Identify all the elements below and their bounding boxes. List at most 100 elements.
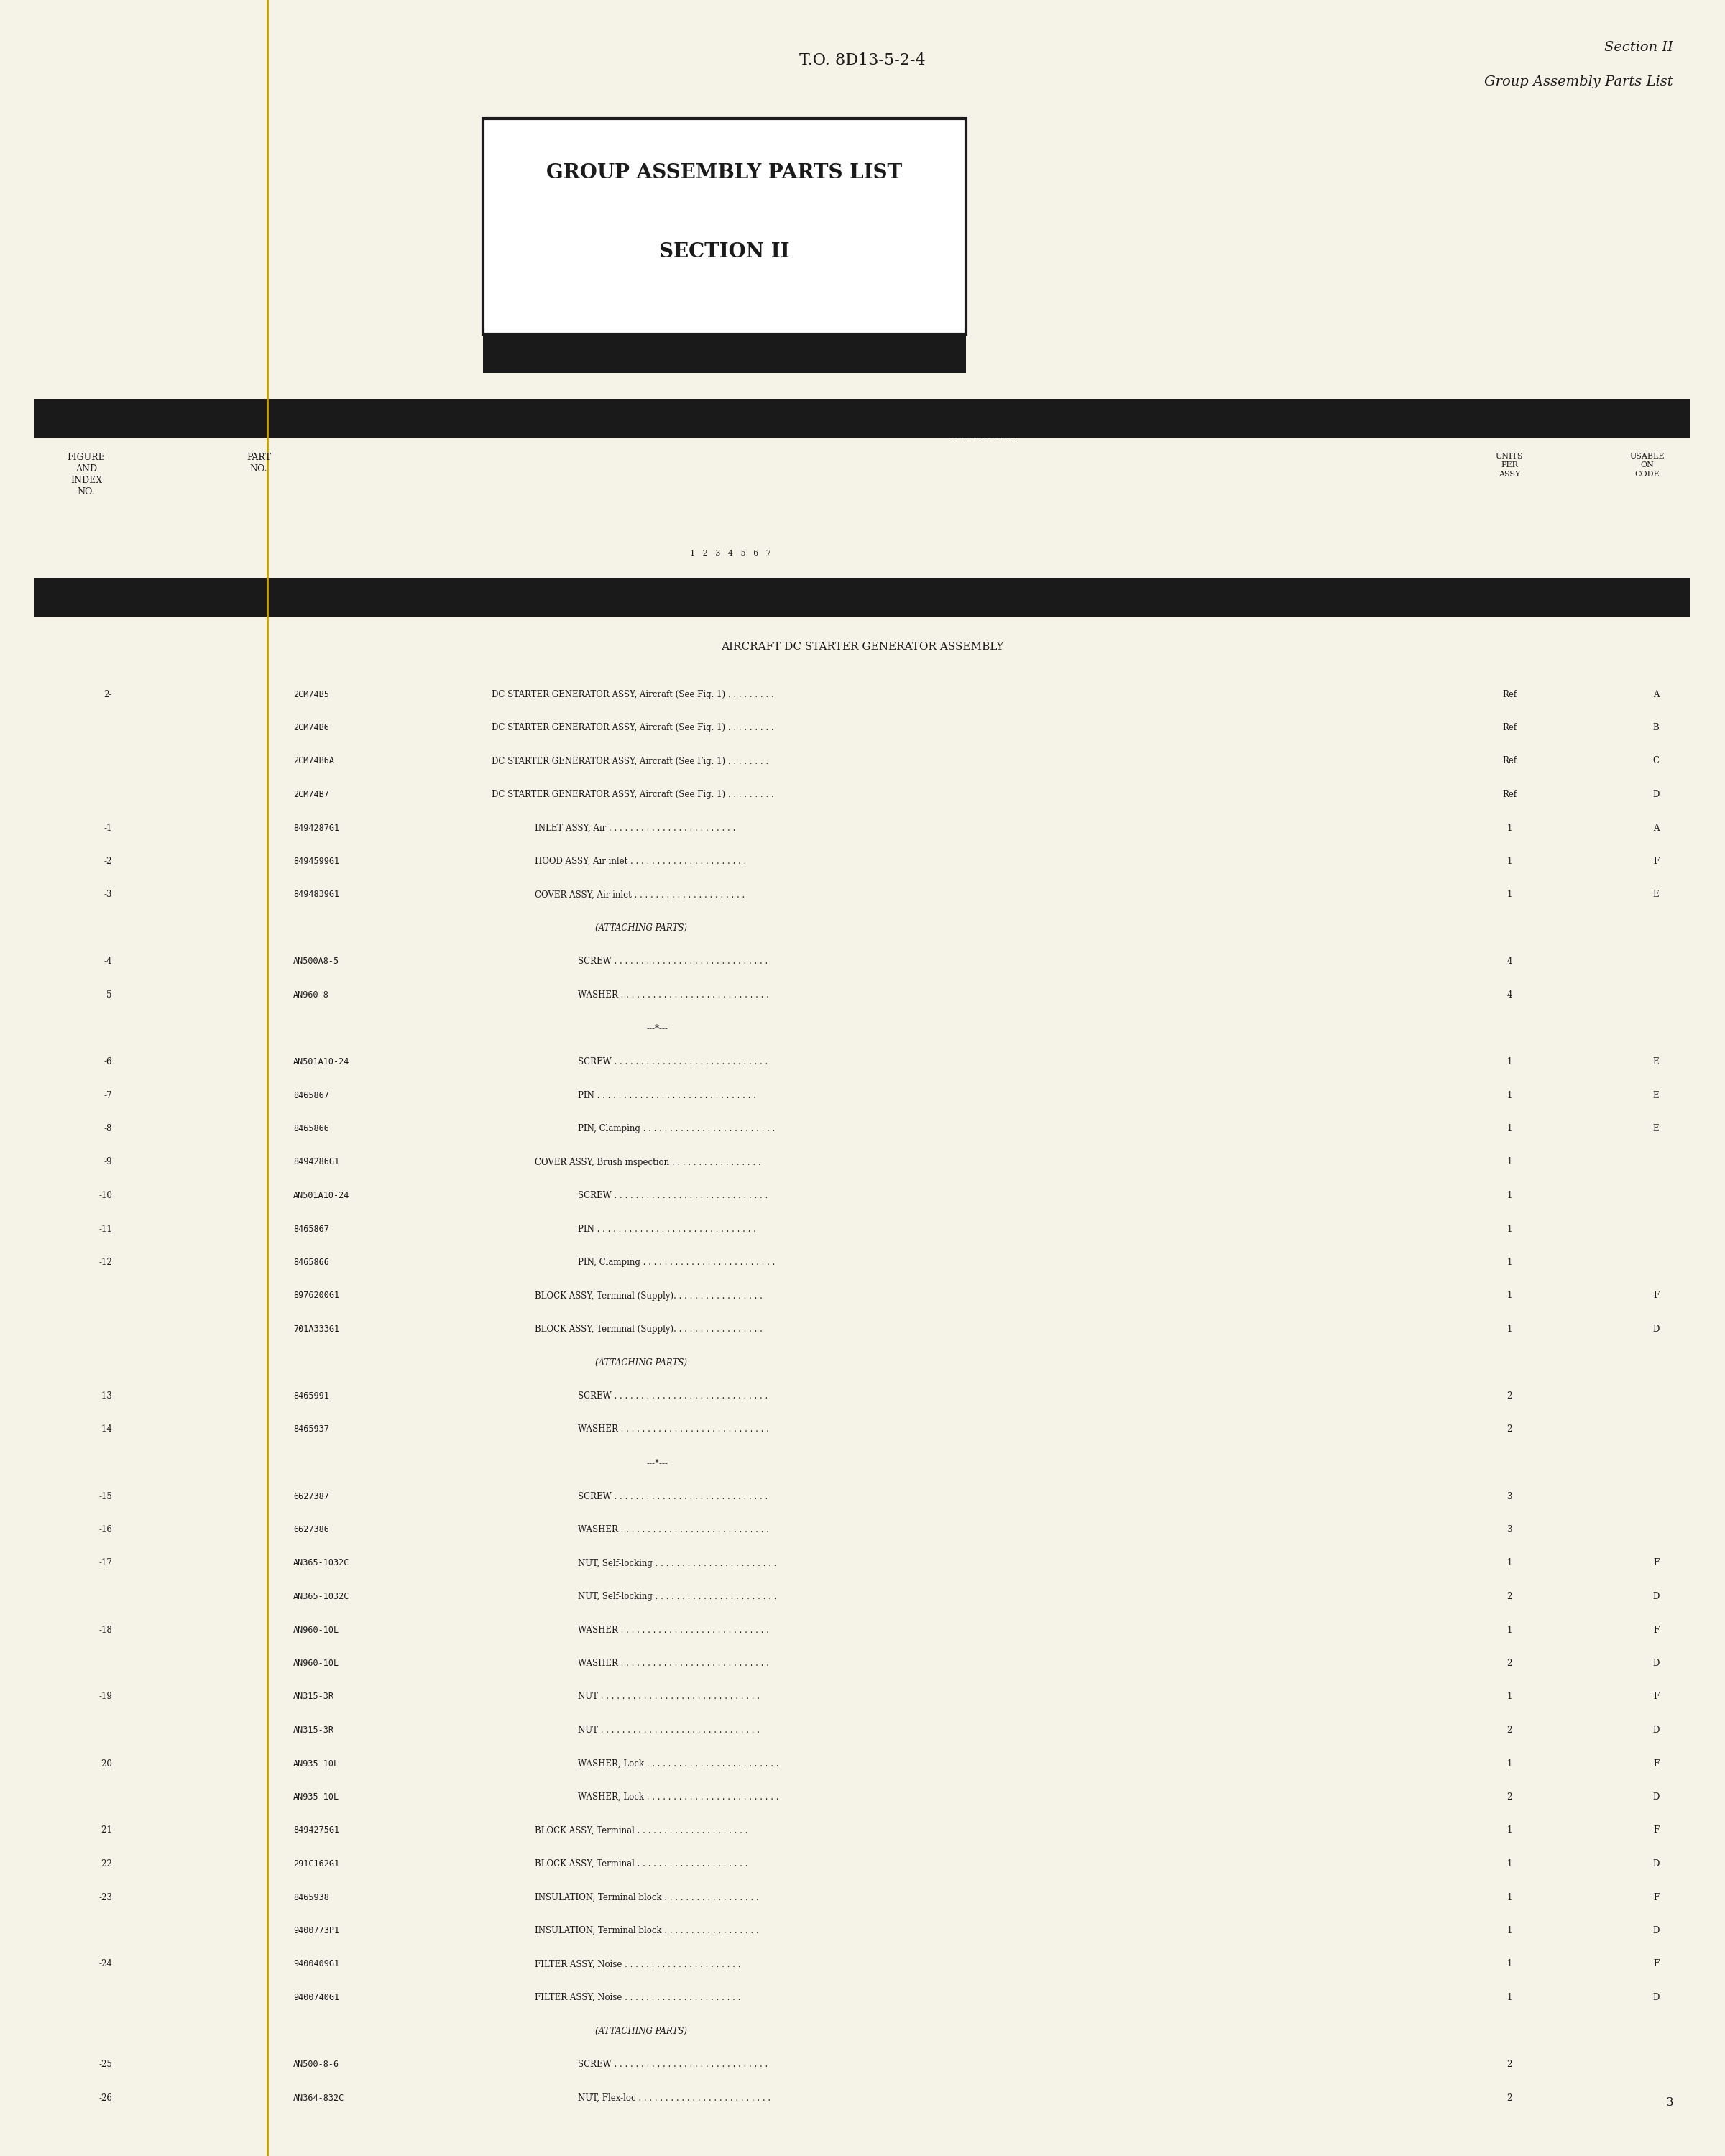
Bar [34,578,1690,617]
Text: SCREW . . . . . . . . . . . . . . . . . . . . . . . . . . . . .: SCREW . . . . . . . . . . . . . . . . . … [578,1391,768,1401]
Text: -1: -1 [104,824,112,832]
Text: D: D [1653,1792,1659,1802]
Text: NUT . . . . . . . . . . . . . . . . . . . . . . . . . . . . . .: NUT . . . . . . . . . . . . . . . . . . … [578,1725,759,1736]
Text: SECTION II: SECTION II [659,244,790,263]
Text: Ref: Ref [1502,690,1516,699]
Text: 8465867: 8465867 [293,1225,329,1233]
Text: FILTER ASSY, Noise . . . . . . . . . . . . . . . . . . . . . .: FILTER ASSY, Noise . . . . . . . . . . .… [535,1960,740,1968]
Text: AN315-3R: AN315-3R [293,1725,335,1736]
Text: 1: 1 [1506,1091,1513,1100]
Text: 1: 1 [1506,1893,1513,1902]
Text: AN365-1032C: AN365-1032C [293,1591,350,1602]
Text: 4: 4 [1506,957,1513,966]
Text: 701A333G1: 701A333G1 [293,1324,340,1335]
Text: WASHER . . . . . . . . . . . . . . . . . . . . . . . . . . . .: WASHER . . . . . . . . . . . . . . . . .… [578,1626,769,1634]
Text: 8494275G1: 8494275G1 [293,1826,340,1835]
Text: 1: 1 [1506,856,1513,867]
Text: 8494287G1: 8494287G1 [293,824,340,832]
Text: C: C [1653,757,1659,765]
Text: -21: -21 [98,1826,112,1835]
Text: -4: -4 [104,957,112,966]
Text: 3: 3 [1506,1524,1513,1535]
Text: AN935-10L: AN935-10L [293,1759,340,1768]
Text: -3: -3 [104,890,112,899]
Text: NUT, Self-locking . . . . . . . . . . . . . . . . . . . . . . .: NUT, Self-locking . . . . . . . . . . . … [578,1591,776,1602]
Text: -23: -23 [98,1893,112,1902]
Text: BLOCK ASSY, Terminal (Supply). . . . . . . . . . . . . . . . .: BLOCK ASSY, Terminal (Supply). . . . . .… [535,1324,762,1335]
Text: 291C162G1: 291C162G1 [293,1858,340,1869]
Text: -18: -18 [98,1626,112,1634]
Text: AN960-10L: AN960-10L [293,1658,340,1669]
Text: INLET ASSY, Air . . . . . . . . . . . . . . . . . . . . . . . .: INLET ASSY, Air . . . . . . . . . . . . … [535,824,735,832]
Text: 1: 1 [1506,1992,1513,2003]
Text: UNITS
PER
ASSY: UNITS PER ASSY [1496,453,1523,479]
Text: WASHER . . . . . . . . . . . . . . . . . . . . . . . . . . . .: WASHER . . . . . . . . . . . . . . . . .… [578,990,769,1000]
Text: 1: 1 [1506,1324,1513,1335]
Text: WASHER . . . . . . . . . . . . . . . . . . . . . . . . . . . .: WASHER . . . . . . . . . . . . . . . . .… [578,1425,769,1434]
Text: DC STARTER GENERATOR ASSY, Aircraft (See Fig. 1) . . . . . . . .: DC STARTER GENERATOR ASSY, Aircraft (See… [492,757,768,765]
Text: 6627386: 6627386 [293,1524,329,1535]
Text: 8976200G1: 8976200G1 [293,1291,340,1300]
Text: -10: -10 [98,1190,112,1201]
Text: (ATTACHING PARTS): (ATTACHING PARTS) [595,923,687,934]
Text: AN501A10-24: AN501A10-24 [293,1190,350,1201]
Text: SCREW . . . . . . . . . . . . . . . . . . . . . . . . . . . . .: SCREW . . . . . . . . . . . . . . . . . … [578,1492,768,1501]
Text: 8494839G1: 8494839G1 [293,890,340,899]
Text: AIRCRAFT DC STARTER GENERATOR ASSEMBLY: AIRCRAFT DC STARTER GENERATOR ASSEMBLY [721,642,1004,651]
Text: 2-: 2- [104,690,112,699]
Text: -6: -6 [104,1056,112,1067]
Text: NUT . . . . . . . . . . . . . . . . . . . . . . . . . . . . . .: NUT . . . . . . . . . . . . . . . . . . … [578,1692,759,1701]
Text: 1: 1 [1506,1626,1513,1634]
Text: 1: 1 [1506,1190,1513,1201]
Text: PIN, Clamping . . . . . . . . . . . . . . . . . . . . . . . . .: PIN, Clamping . . . . . . . . . . . . . … [578,1257,775,1268]
Text: 8465938: 8465938 [293,1893,329,1902]
Text: 8494286G1: 8494286G1 [293,1158,340,1166]
Text: WASHER, Lock . . . . . . . . . . . . . . . . . . . . . . . . .: WASHER, Lock . . . . . . . . . . . . . .… [578,1792,778,1802]
Text: 8465867: 8465867 [293,1091,329,1100]
Text: AN500-8-6: AN500-8-6 [293,2059,340,2070]
Text: WASHER . . . . . . . . . . . . . . . . . . . . . . . . . . . .: WASHER . . . . . . . . . . . . . . . . .… [578,1524,769,1535]
Text: -14: -14 [98,1425,112,1434]
Text: 1: 1 [1506,1858,1513,1869]
Bar [34,399,1690,438]
Text: -7: -7 [104,1091,112,1100]
Text: -8: -8 [104,1123,112,1134]
Text: 1: 1 [1506,890,1513,899]
Text: SCREW . . . . . . . . . . . . . . . . . . . . . . . . . . . . .: SCREW . . . . . . . . . . . . . . . . . … [578,1190,768,1201]
Text: F: F [1653,1960,1659,1968]
Text: 9400409G1: 9400409G1 [293,1960,340,1968]
Text: AN960-10L: AN960-10L [293,1626,340,1634]
Text: PIN, Clamping . . . . . . . . . . . . . . . . . . . . . . . . .: PIN, Clamping . . . . . . . . . . . . . … [578,1123,775,1134]
Text: Section II: Section II [1604,41,1673,54]
Text: 1: 1 [1506,1826,1513,1835]
Text: -20: -20 [98,1759,112,1768]
Text: -17: -17 [98,1559,112,1567]
Text: 1: 1 [1506,1158,1513,1166]
Bar [483,334,966,373]
Text: DESCRIPTION: DESCRIPTION [949,431,1018,440]
Text: 1: 1 [1506,1960,1513,1968]
Text: Ref: Ref [1502,757,1516,765]
Text: -16: -16 [98,1524,112,1535]
Text: 8465866: 8465866 [293,1257,329,1268]
Text: 2: 2 [1506,1425,1513,1434]
Text: SCREW . . . . . . . . . . . . . . . . . . . . . . . . . . . . .: SCREW . . . . . . . . . . . . . . . . . … [578,1056,768,1067]
Text: AN960-8: AN960-8 [293,990,329,1000]
Text: T.O. 8D13-5-2-4: T.O. 8D13-5-2-4 [799,52,926,69]
Text: 2CM74B6A: 2CM74B6A [293,757,335,765]
Text: Group Assembly Parts List: Group Assembly Parts List [1485,75,1673,88]
Text: 1: 1 [1506,1123,1513,1134]
Text: 9400740G1: 9400740G1 [293,1992,340,2003]
Text: PART
NO.: PART NO. [247,453,271,474]
Text: PIN . . . . . . . . . . . . . . . . . . . . . . . . . . . . . .: PIN . . . . . . . . . . . . . . . . . . … [578,1091,756,1100]
Text: -15: -15 [98,1492,112,1501]
Text: HOOD ASSY, Air inlet . . . . . . . . . . . . . . . . . . . . . .: HOOD ASSY, Air inlet . . . . . . . . . .… [535,856,747,867]
Text: Ref: Ref [1502,789,1516,800]
Text: 8465991: 8465991 [293,1391,329,1401]
Text: F: F [1653,1893,1659,1902]
Text: 1: 1 [1506,1257,1513,1268]
FancyBboxPatch shape [483,119,966,334]
Text: AN501A10-24: AN501A10-24 [293,1056,350,1067]
Text: F: F [1653,1692,1659,1701]
Text: SCREW . . . . . . . . . . . . . . . . . . . . . . . . . . . . .: SCREW . . . . . . . . . . . . . . . . . … [578,2059,768,2070]
